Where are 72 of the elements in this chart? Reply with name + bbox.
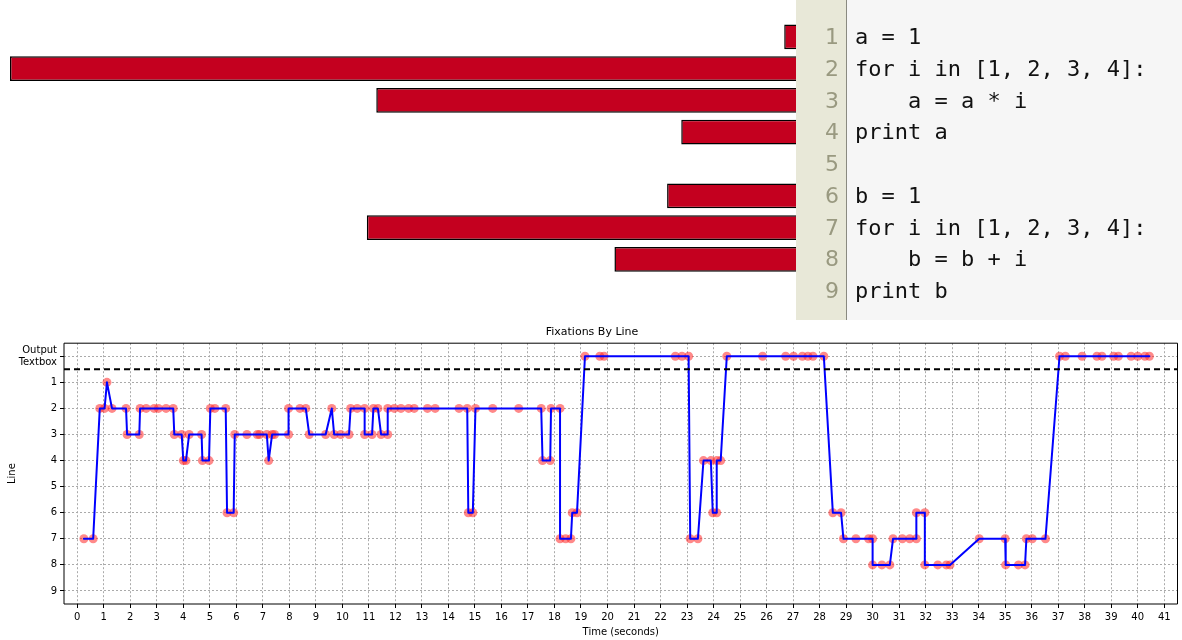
y2-tick-label: a = 1: [855, 23, 922, 51]
y2-tick-label: b = b + i: [906, 245, 1028, 274]
x-tick-label: 39: [1104, 610, 1118, 622]
y-tick-label: 1: [825, 23, 839, 51]
x-tick-label: 5: [206, 610, 213, 622]
x-tick-label: 23: [680, 610, 694, 622]
x-tick-label: 4: [180, 610, 187, 622]
y-tick-label: 4: [825, 118, 839, 147]
x-tick-label: 16: [495, 610, 508, 622]
x-tick-label: 31: [892, 610, 906, 622]
y-tick-label: 9: [825, 277, 839, 306]
y2-tick-label: print b: [855, 277, 948, 306]
x-tick-label: 38: [1078, 610, 1092, 622]
x-tick-label: 21: [627, 610, 641, 622]
x-tick-label: 27: [786, 610, 800, 622]
x-tick-label: 10: [336, 610, 349, 622]
x-tick-label: 30: [866, 610, 879, 622]
chart-title: Fixations By Line: [545, 325, 639, 339]
x-tick-label: 13: [415, 610, 429, 622]
y-tick-label: 2: [50, 401, 57, 413]
y2-tick-label: for i in [1, 2, 3, 4]:: [855, 54, 1147, 83]
y-tick-label: 9: [50, 584, 57, 596]
y-tick-label: 6: [825, 181, 839, 210]
x-tick-label: 24: [707, 610, 720, 622]
x-tick-label: 6: [233, 610, 240, 622]
x-tick-label: 2: [127, 610, 134, 622]
x-tick-label: 37: [1051, 610, 1065, 622]
x-tick-label: 11: [362, 610, 376, 622]
x-tick-label: 7: [259, 610, 267, 622]
y2-tick-label: b = 1: [855, 181, 922, 210]
x-tick-label: 40: [1131, 610, 1145, 622]
x-tick-label: 29: [839, 610, 853, 622]
x-tick-label: 19: [574, 610, 588, 622]
y-tick-label: 1: [50, 375, 57, 387]
x-tick-label: 28: [813, 610, 826, 622]
x-axis-title: Time (seconds): [581, 625, 660, 637]
x-tick-label: 1: [100, 610, 107, 622]
y-tick-label: 3: [825, 86, 839, 115]
y-tick-label: 7: [825, 213, 839, 242]
y-tick-label: 5: [50, 480, 57, 492]
y-tick-label: 8: [825, 245, 839, 274]
x-tick-label: 17: [521, 610, 535, 622]
x-tick-label: 25: [733, 610, 747, 622]
x-tick-label: 0: [74, 610, 81, 622]
y-tick-label: 4: [50, 454, 57, 466]
x-tick-label: 3: [153, 610, 160, 622]
y-tick-label: 7: [50, 532, 57, 544]
y2-tick-label: a = a * i: [906, 86, 1028, 115]
x-tick-label: 34: [972, 610, 986, 622]
x-tick-label: 15: [468, 610, 482, 622]
x-tick-label: 18: [548, 610, 561, 622]
x-tick-label: 41: [1157, 610, 1171, 622]
y-tick-label: 3: [50, 428, 57, 440]
x-tick-label: 20: [601, 610, 614, 622]
y2-tick-label: for i in [1, 2, 3, 4]:: [855, 213, 1147, 242]
x-tick-label: 22: [654, 610, 667, 622]
x-tick-label: 33: [945, 610, 959, 622]
y-tick-label: 8: [50, 558, 57, 570]
x-tick-label: 8: [286, 610, 293, 622]
x-tick-label: 35: [998, 610, 1012, 622]
y-tick-label: Output Textbox: [17, 343, 58, 367]
y-axis-title: Line: [5, 463, 17, 485]
x-tick-label: 32: [919, 610, 932, 622]
y2-tick-label: print a: [855, 118, 948, 147]
y-tick-label: 2: [825, 54, 839, 83]
x-tick-label: 26: [760, 610, 773, 622]
x-tick-label: 14: [442, 610, 455, 622]
y-tick-label: 5: [825, 150, 839, 179]
x-tick-label: 12: [389, 610, 402, 622]
y-tick-label: 6: [50, 506, 57, 518]
x-tick-label: 36: [1025, 610, 1039, 622]
x-tick-label: 9: [312, 610, 320, 622]
